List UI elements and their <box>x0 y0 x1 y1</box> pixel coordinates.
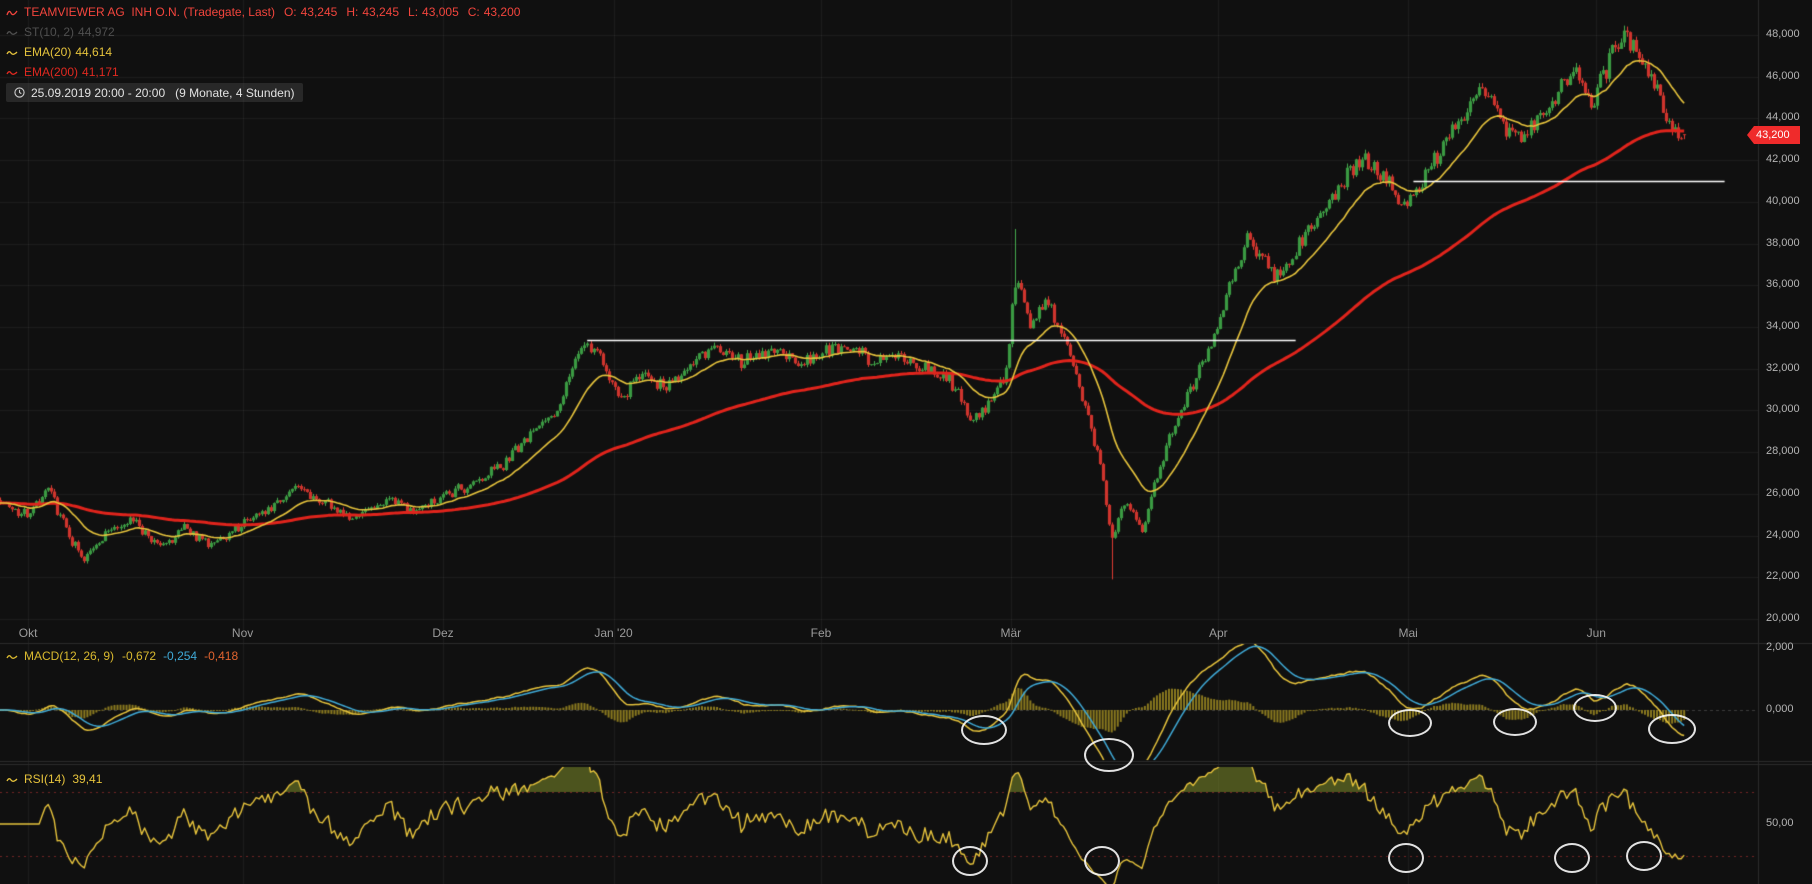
ema200-legend-row[interactable]: EMA(200) 41,171 <box>6 62 520 82</box>
symbol-title: TEAMVIEWER AG INH O.N. (Tradegate, Last) <box>24 5 275 19</box>
macd-series-icon <box>6 654 18 659</box>
ema20-value: 44,614 <box>75 45 113 59</box>
macd-value: -0,672 <box>122 649 157 663</box>
supertrend-legend-row[interactable]: ST(10, 2) 44,972 <box>6 22 520 42</box>
close-value: 43,200 <box>483 5 521 19</box>
ema200-label: EMA(200) <box>24 65 79 79</box>
macd-signal-value: -0,254 <box>163 649 198 663</box>
low-value: 43,005 <box>422 5 459 19</box>
macd-hist-value: -0,418 <box>204 649 239 663</box>
main-legend: TEAMVIEWER AG INH O.N. (Tradegate, Last)… <box>6 2 520 102</box>
supertrend-value: 44,972 <box>78 25 115 39</box>
time-range-chip[interactable]: 25.09.2019 20:00 - 20:00 (9 Monate, 4 St… <box>6 83 303 102</box>
ema20-series-icon <box>6 50 18 55</box>
supertrend-label: ST(10, 2) <box>24 25 75 39</box>
high-value: 43,245 <box>362 5 400 19</box>
open-value: 43,245 <box>300 5 338 19</box>
rsi-label: RSI(14) <box>24 772 66 786</box>
ema20-legend-row[interactable]: EMA(20) 44,614 <box>6 42 520 62</box>
symbol-legend-row[interactable]: TEAMVIEWER AG INH O.N. (Tradegate, Last)… <box>6 2 520 22</box>
ema200-value: 41,171 <box>82 65 119 79</box>
high-label: H: <box>346 5 359 19</box>
ema200-series-icon <box>6 70 18 75</box>
time-range-text: 25.09.2019 20:00 - 20:00 (9 Monate, 4 St… <box>31 85 295 100</box>
clock-icon <box>14 87 25 98</box>
rsi-legend-row[interactable]: RSI(14) 39,41 <box>6 772 102 786</box>
close-label: C: <box>467 5 480 19</box>
rsi-value: 39,41 <box>72 772 103 786</box>
badge-arrow-icon <box>1747 126 1754 145</box>
supertrend-series-icon <box>6 30 18 35</box>
low-label: L: <box>408 5 419 19</box>
price-series-icon <box>6 10 18 15</box>
badge-price-text: 43,200 <box>1754 126 1800 145</box>
ema20-label: EMA(20) <box>24 45 72 59</box>
rsi-series-icon <box>6 777 18 782</box>
macd-label: MACD(12, 26, 9) <box>24 649 115 663</box>
macd-legend-row[interactable]: MACD(12, 26, 9) -0,672 -0,254 -0,418 <box>6 649 238 663</box>
open-label: O: <box>283 5 297 19</box>
last-price-badge: 43,200 <box>1747 126 1800 145</box>
